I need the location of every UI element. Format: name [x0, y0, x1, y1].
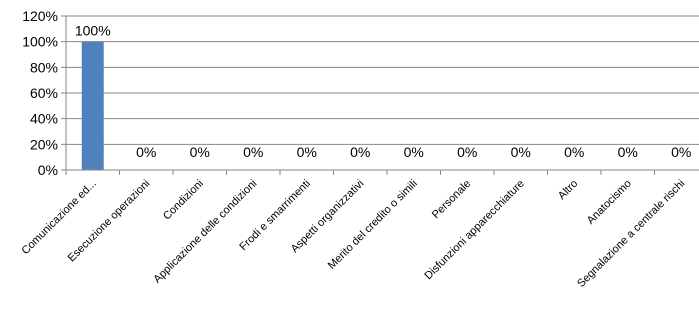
data-label: 0% — [671, 144, 691, 160]
labels: 0%20%40%60%80%100%120%100%Comunicazione … — [19, 8, 691, 290]
category-label: Merito del credito o simili — [326, 178, 420, 272]
data-label: 0% — [243, 144, 263, 160]
data-label: 0% — [404, 144, 424, 160]
bar — [81, 41, 104, 170]
category-label: Personale — [430, 178, 474, 222]
y-tick-label: 100% — [22, 34, 58, 50]
category-label: Anatocismo — [585, 178, 634, 227]
y-tick-label: 20% — [30, 136, 58, 152]
data-label: 0% — [350, 144, 370, 160]
data-label: 0% — [190, 144, 210, 160]
y-tick-label: 60% — [30, 85, 58, 101]
category-label: Disfunzioni apparecchiature — [422, 178, 526, 282]
y-tick-label: 120% — [22, 8, 58, 24]
bars — [81, 41, 104, 170]
category-label: Condizioni — [161, 178, 206, 223]
axes — [61, 15, 699, 175]
data-label: 0% — [136, 144, 156, 160]
y-tick-label: 40% — [30, 111, 58, 127]
data-label: 0% — [618, 144, 638, 160]
category-label: Applicazione delle condizioni — [151, 178, 259, 286]
category-label: Segnalazione a centrale rischi — [575, 178, 687, 290]
data-label: 0% — [457, 144, 477, 160]
data-label: 100% — [75, 23, 111, 39]
y-tick-label: 80% — [30, 59, 58, 75]
data-label: 0% — [297, 144, 317, 160]
y-tick-label: 0% — [38, 162, 58, 178]
gridlines — [66, 15, 699, 145]
data-label: 0% — [511, 144, 531, 160]
data-label: 0% — [564, 144, 584, 160]
category-label: Altro — [556, 178, 580, 202]
